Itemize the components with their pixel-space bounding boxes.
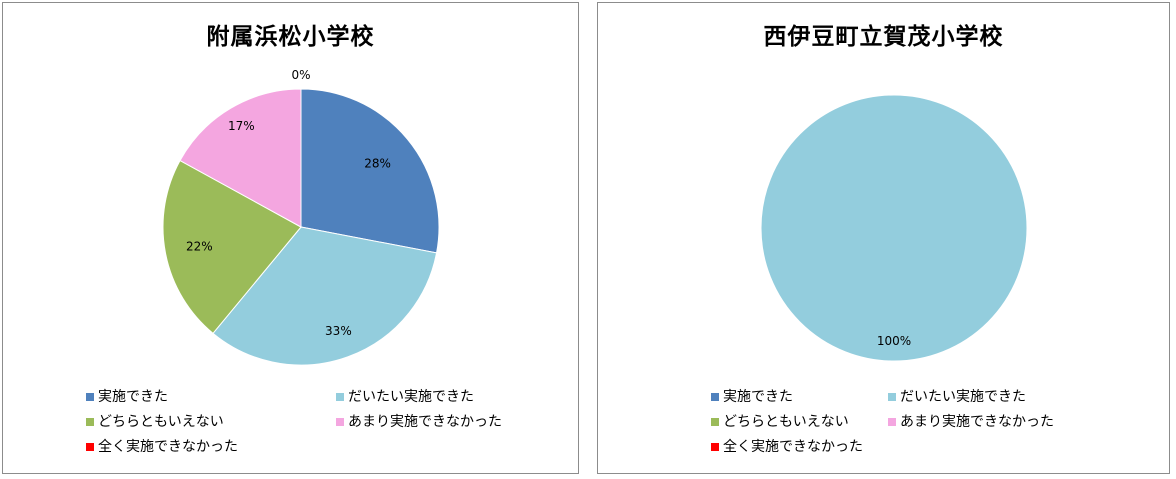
legend-swatch [711,443,719,451]
chart-panel-fuzoku-hamamatsu: 附属浜松小学校 28% 33% 22% 17% 0% 実施できた だいたい実施できたどちら… [2,2,579,474]
legend-swatch [711,393,719,401]
pie-chart: 28% 33% 22% 17% 0% [162,68,440,366]
legend-label: 実施できた [723,389,793,405]
legend-swatch [711,418,719,426]
legend-label: だいたい実施できた [348,389,474,405]
data-label-slice-2: 100% [877,334,911,348]
legend-swatch [888,393,896,401]
data-label-slice-1: 28% [364,157,391,171]
legend-label: あまり実施できなかった [900,414,1054,430]
data-label-slice-5: 0% [291,68,310,82]
pie-slice-1 [300,88,440,254]
legend-swatch [336,393,344,401]
data-label-slice-3: 22% [186,239,213,253]
pie-slice-3 [162,159,302,335]
legend-swatch [86,443,94,451]
legend-label: あまり実施できなかった [348,414,502,430]
legend-swatch [888,418,896,426]
legend-swatch [336,418,344,426]
chart-title: 附属浜松小学校 [206,24,375,50]
chart-panel-kamo: 西伊豆町立賀茂小学校 100% 実施できた だいたい実施できたどちらともいえない あ… [597,2,1170,474]
pie-chart: 100% [760,94,1028,362]
legend-label: 実施できた [98,389,168,405]
legend-label: 全く実施できなかった [98,439,238,455]
pie-slice-2 [212,226,438,366]
legend-label: どちらともいえない [98,414,224,430]
legend-label: どちらともいえない [723,414,849,430]
legend-swatch [86,393,94,401]
chart-title: 西伊豆町立賀茂小学校 [763,24,1004,50]
data-label-slice-2: 33% [325,324,352,338]
legend-label: だいたい実施できた [900,389,1026,405]
legend-swatch [86,418,94,426]
pie-slice-2 [760,94,1028,362]
legend-label: 全く実施できなかった [723,439,863,455]
pie-slice-4 [179,88,302,228]
data-label-slice-4: 17% [228,119,255,133]
